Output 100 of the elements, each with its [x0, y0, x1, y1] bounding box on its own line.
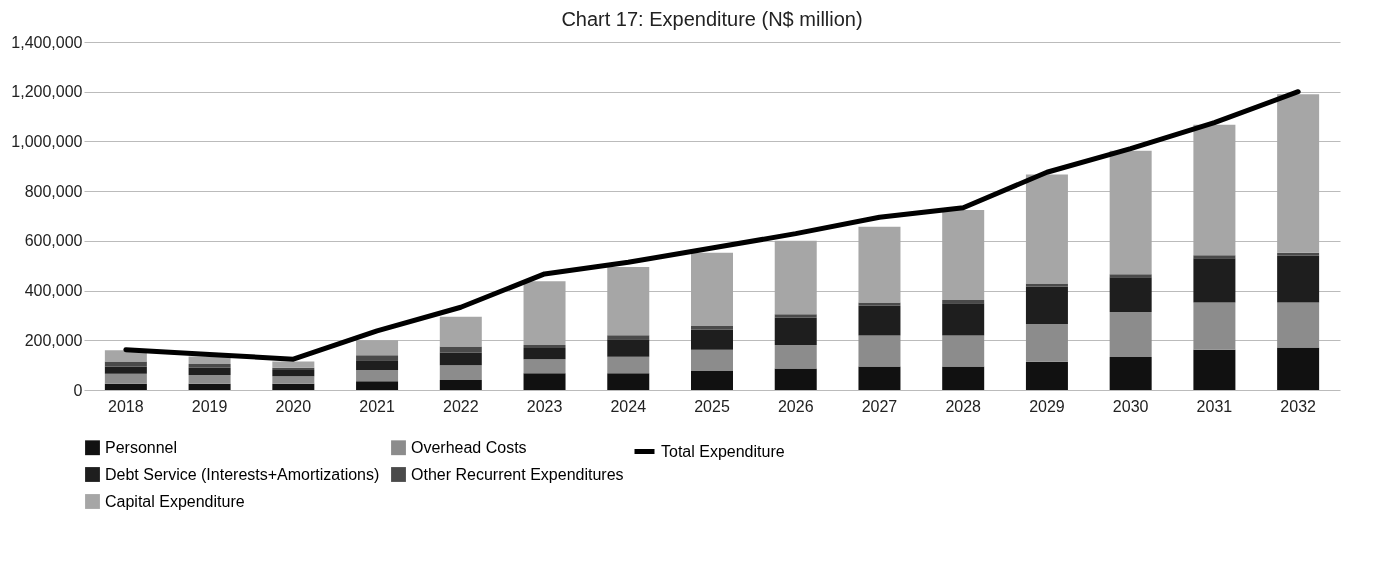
bar: [272, 376, 315, 384]
bar: [858, 302, 901, 306]
bar: [858, 305, 901, 336]
legend-label: Other Recurrent Expenditures: [411, 465, 624, 483]
x-tick-label: 2032: [1280, 397, 1317, 415]
y-tick-label: 200,000: [24, 331, 83, 349]
bar: [188, 383, 231, 390]
x-tick-label: 2021: [359, 397, 395, 415]
bar: [439, 352, 482, 366]
y-tick-label: 1,000,000: [11, 132, 83, 150]
bar: [1193, 258, 1236, 303]
bar: [356, 370, 399, 382]
bar: [1025, 361, 1068, 390]
bar: [1277, 94, 1320, 253]
legend-label: Overhead Costs: [411, 438, 527, 456]
x-tick-label: 2022: [443, 397, 479, 415]
bar: [523, 359, 566, 374]
bar: [188, 367, 231, 376]
bar: [1025, 323, 1068, 362]
bar: [691, 371, 733, 390]
bar: [774, 345, 817, 369]
bar: [691, 326, 733, 330]
bar: [1025, 283, 1068, 287]
y-tick-label: 600,000: [24, 232, 83, 250]
x-tick-label: 2025: [694, 397, 730, 415]
bar: [523, 345, 566, 348]
legend-label: Total Expenditure: [661, 442, 785, 460]
bar: [1109, 277, 1152, 312]
bar: [356, 355, 399, 361]
bar: [104, 383, 147, 390]
bar: [272, 383, 315, 390]
x-tick-label: 2027: [861, 397, 898, 415]
bar: [1277, 347, 1320, 390]
bar: [523, 347, 566, 360]
bar: [1025, 174, 1068, 284]
bar: [1109, 274, 1152, 278]
x-tick-label: 2031: [1196, 397, 1233, 415]
bar: [1193, 124, 1236, 256]
bar: [272, 361, 315, 368]
bar: [942, 210, 985, 301]
legend-label: Debt Service (Interests+Amortizations): [105, 465, 380, 483]
bar: [439, 365, 482, 381]
y-tick-label: 1,400,000: [11, 33, 83, 51]
bar: [104, 361, 147, 367]
y-tick-label: 400,000: [24, 282, 83, 300]
bar: [1193, 349, 1236, 390]
bar: [356, 360, 399, 371]
x-tick-label: 2026: [777, 397, 814, 415]
bar: [858, 366, 901, 390]
bar: [523, 281, 566, 346]
bar: [774, 240, 817, 315]
x-tick-label: 2029: [1029, 397, 1065, 415]
y-tick-label: 800,000: [24, 182, 83, 200]
bar: [942, 300, 985, 304]
bar: [774, 314, 817, 318]
bar: [439, 380, 482, 390]
bar: [774, 317, 817, 346]
bar: [942, 303, 985, 336]
bar: [356, 340, 399, 356]
x-tick-label: 2018: [108, 397, 144, 415]
bar: [272, 370, 315, 377]
bar: [1109, 150, 1152, 275]
chart-title: Chart 17: Expenditure (N$ million): [561, 8, 863, 30]
bar: [1277, 255, 1320, 303]
y-tick-label: 0: [73, 381, 83, 399]
bar: [942, 335, 985, 367]
x-tick-label: 2028: [945, 397, 982, 415]
bar: [439, 316, 482, 347]
bar: [858, 335, 901, 367]
bar: [356, 381, 399, 390]
bar: [691, 329, 733, 350]
bar: [691, 252, 733, 327]
bar: [188, 375, 231, 384]
y-tick-label: 1,200,000: [11, 83, 83, 101]
bar: [607, 335, 650, 340]
bar: [607, 339, 650, 357]
bar: [104, 373, 147, 384]
bar: [1025, 286, 1068, 324]
bar: [188, 363, 231, 368]
bar: [1277, 252, 1320, 256]
bar: [1109, 311, 1152, 357]
x-tick-label: 2030: [1112, 397, 1149, 415]
x-tick-label: 2024: [610, 397, 647, 415]
bar: [1109, 356, 1152, 390]
bar: [1277, 302, 1320, 348]
bar: [439, 346, 482, 353]
bar: [691, 349, 733, 372]
bar: [607, 373, 650, 390]
bar: [607, 356, 650, 374]
x-tick-label: 2023: [526, 397, 563, 415]
bar: [942, 366, 985, 390]
bar: [1193, 255, 1236, 259]
legend-label: Capital Expenditure: [105, 492, 245, 510]
bar: [1193, 302, 1236, 350]
bar: [607, 266, 650, 336]
bar: [858, 226, 901, 303]
legend-label: Personnel: [105, 438, 178, 456]
bar: [104, 366, 147, 374]
bar: [523, 373, 566, 390]
x-tick-label: 2020: [275, 397, 312, 415]
